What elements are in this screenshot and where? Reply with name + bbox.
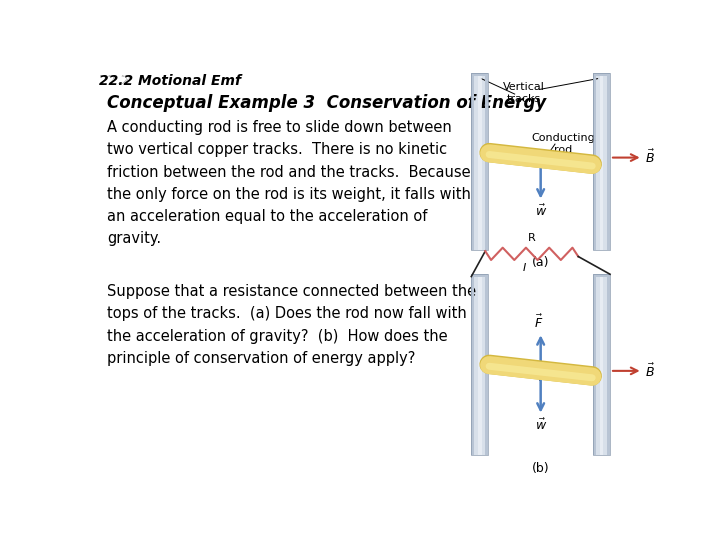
Bar — [607, 274, 610, 455]
Text: 22.2 Motional Emf: 22.2 Motional Emf — [99, 74, 241, 88]
Text: I: I — [523, 263, 526, 273]
Bar — [472, 72, 488, 76]
Bar — [472, 274, 488, 455]
Bar — [593, 72, 610, 249]
Bar — [485, 72, 488, 249]
Text: (a): (a) — [532, 256, 549, 269]
Text: $\vec{B}$: $\vec{B}$ — [645, 362, 654, 380]
Text: 22.2: 22.2 — [99, 74, 135, 88]
Text: Conceptual Example 3  Conservation of Energy: Conceptual Example 3 Conservation of Ene… — [107, 94, 546, 112]
Bar — [472, 274, 488, 455]
Text: $\vec{F}$: $\vec{F}$ — [534, 314, 543, 331]
Text: $\vec{B}$: $\vec{B}$ — [645, 149, 654, 166]
Bar — [472, 72, 488, 249]
Bar — [593, 72, 596, 249]
Bar — [593, 274, 610, 278]
Text: $\vec{w}$: $\vec{w}$ — [534, 204, 546, 219]
Text: Vertical
tracks: Vertical tracks — [503, 82, 545, 104]
Bar — [593, 274, 610, 455]
Text: Conducting
rod: Conducting rod — [531, 132, 595, 155]
Bar — [593, 274, 596, 455]
Text: $\vec{w}$: $\vec{w}$ — [534, 418, 546, 433]
Bar — [593, 72, 610, 249]
Text: R: R — [528, 233, 536, 243]
Bar — [600, 274, 603, 455]
Bar — [485, 274, 488, 455]
Bar — [472, 72, 474, 249]
Bar — [593, 274, 610, 455]
Bar — [593, 72, 610, 76]
Text: A conducting rod is free to slide down between
two vertical copper tracks.  Ther: A conducting rod is free to slide down b… — [107, 120, 471, 246]
Text: 22.2: 22.2 — [99, 74, 135, 88]
Bar — [607, 72, 610, 249]
Text: (b): (b) — [532, 462, 549, 475]
Bar — [472, 72, 488, 249]
Bar — [472, 274, 474, 455]
Bar — [472, 274, 488, 278]
Bar — [478, 72, 482, 249]
Bar — [600, 72, 603, 249]
Bar — [478, 274, 482, 455]
Text: Suppose that a resistance connected between the
tops of the tracks.  (a) Does th: Suppose that a resistance connected betw… — [107, 284, 476, 366]
Text: I: I — [539, 373, 542, 383]
